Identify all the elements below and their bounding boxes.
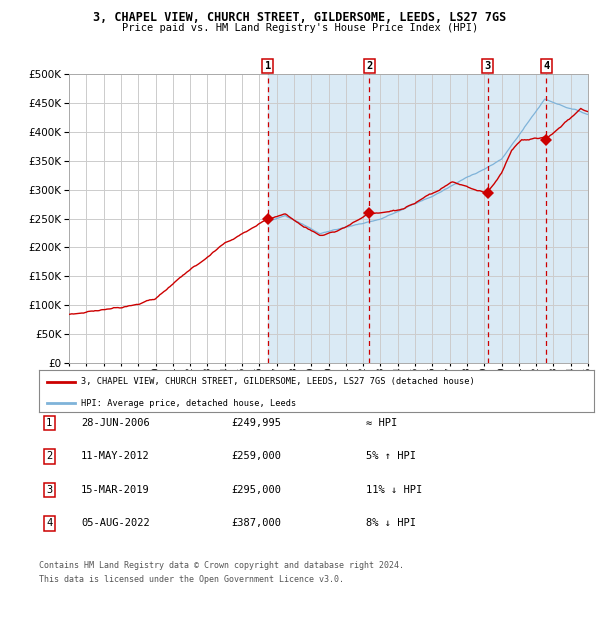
Text: 3: 3 xyxy=(46,485,52,495)
Text: 2: 2 xyxy=(366,61,373,71)
Text: £259,000: £259,000 xyxy=(231,451,281,461)
Text: 05-AUG-2022: 05-AUG-2022 xyxy=(81,518,150,528)
Text: 11% ↓ HPI: 11% ↓ HPI xyxy=(366,485,422,495)
Text: 2: 2 xyxy=(46,451,52,461)
Text: 3, CHAPEL VIEW, CHURCH STREET, GILDERSOME, LEEDS, LS27 7GS: 3, CHAPEL VIEW, CHURCH STREET, GILDERSOM… xyxy=(94,11,506,24)
Text: £295,000: £295,000 xyxy=(231,485,281,495)
Text: 3: 3 xyxy=(485,61,491,71)
Bar xyxy=(268,74,588,363)
Text: 4: 4 xyxy=(46,518,52,528)
Text: £249,995: £249,995 xyxy=(231,418,281,428)
Text: 11-MAY-2012: 11-MAY-2012 xyxy=(81,451,150,461)
Text: ≈ HPI: ≈ HPI xyxy=(366,418,397,428)
Text: 4: 4 xyxy=(543,61,550,71)
Text: Price paid vs. HM Land Registry's House Price Index (HPI): Price paid vs. HM Land Registry's House … xyxy=(122,23,478,33)
Text: 15-MAR-2019: 15-MAR-2019 xyxy=(81,485,150,495)
Text: 3, CHAPEL VIEW, CHURCH STREET, GILDERSOME, LEEDS, LS27 7GS (detached house): 3, CHAPEL VIEW, CHURCH STREET, GILDERSOM… xyxy=(80,378,475,386)
Text: Contains HM Land Registry data © Crown copyright and database right 2024.: Contains HM Land Registry data © Crown c… xyxy=(39,561,404,570)
Text: 5% ↑ HPI: 5% ↑ HPI xyxy=(366,451,416,461)
Text: 1: 1 xyxy=(46,418,52,428)
Text: 28-JUN-2006: 28-JUN-2006 xyxy=(81,418,150,428)
Text: HPI: Average price, detached house, Leeds: HPI: Average price, detached house, Leed… xyxy=(80,399,296,407)
Text: £387,000: £387,000 xyxy=(231,518,281,528)
Text: 8% ↓ HPI: 8% ↓ HPI xyxy=(366,518,416,528)
Text: This data is licensed under the Open Government Licence v3.0.: This data is licensed under the Open Gov… xyxy=(39,575,344,585)
Text: 1: 1 xyxy=(265,61,271,71)
